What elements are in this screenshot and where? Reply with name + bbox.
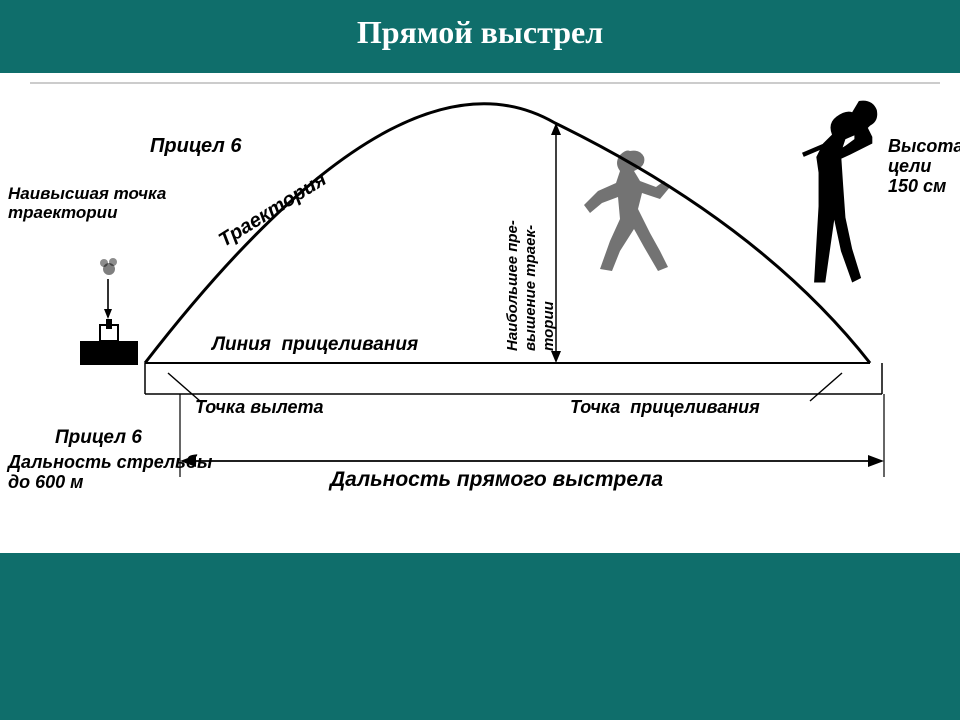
- page-title: Прямой выстрел: [357, 14, 603, 50]
- label-sight6-top: Прицел 6: [150, 135, 241, 157]
- label-aiming-point: Точка прицеливания: [570, 398, 760, 418]
- label-target-height: Высота цели 150 см: [888, 137, 960, 196]
- label-max-elevation-l3: тории: [541, 301, 557, 351]
- aiming-point-tick: [810, 373, 842, 401]
- label-max-elevation-l2: вышение траек-: [523, 225, 539, 351]
- label-range600: Дальность стрельбы до 600 м: [8, 453, 212, 493]
- diagram-canvas: Прицел 6 Траектория Наивысшая точка трае…: [0, 73, 960, 553]
- label-max-elevation-l1: Наибольшее пре-: [505, 220, 521, 351]
- label-departure-point: Точка вылета: [195, 398, 324, 418]
- soldier-mid-icon: [584, 151, 670, 272]
- label-direct-range: Дальность прямого выстрела: [330, 468, 663, 491]
- label-highest-point: Наивысшая точка траектории: [8, 185, 166, 222]
- label-sight6-bottom: Прицел 6: [55, 428, 142, 449]
- label-aim-line: Линия прицеливания: [212, 335, 418, 356]
- sight-icon: [80, 258, 138, 365]
- page-header: Прямой выстрел: [0, 0, 960, 73]
- soldier-right-icon: [803, 101, 877, 283]
